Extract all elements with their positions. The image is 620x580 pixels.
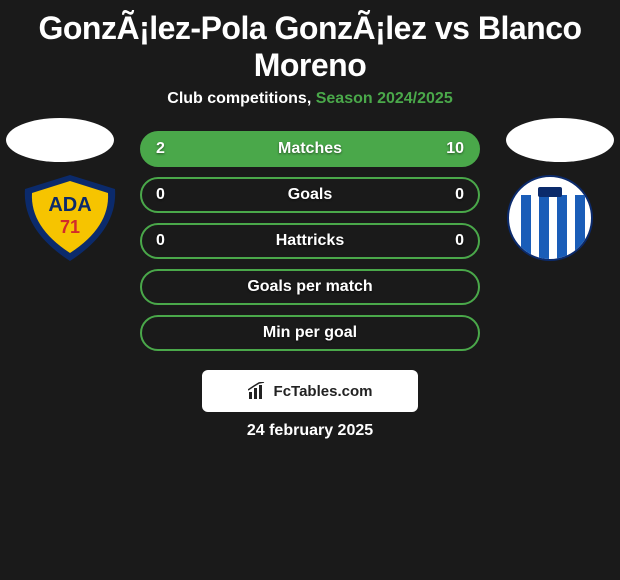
left-club-text-top: ADA [48, 194, 91, 216]
attribution-box[interactable]: FcTables.com [202, 370, 418, 412]
stat-label: Min per goal [263, 324, 357, 342]
subtitle: Club competitions, Season 2024/2025 [0, 90, 620, 126]
page-title: GonzÃ¡lez-Pola GonzÃ¡lez vs Blanco Moren… [0, 0, 620, 90]
stat-pill: 2 Matches 10 [140, 131, 480, 167]
stat-right-value: 0 [455, 232, 464, 250]
stat-pill: 0 Hattricks 0 [140, 223, 480, 259]
avatar-right [506, 118, 614, 162]
club-badge-left: ADA 71 [20, 175, 120, 261]
date: 24 february 2025 [0, 422, 620, 440]
stat-pill: Goals per match [140, 269, 480, 305]
attribution-text: FcTables.com [274, 383, 373, 400]
stat-pill: 0 Goals 0 [140, 177, 480, 213]
stat-left-value: 0 [156, 186, 165, 204]
avatar-left [6, 118, 114, 162]
stat-right-value: 0 [455, 186, 464, 204]
chart-icon [248, 382, 268, 400]
club-badge-right [500, 175, 600, 261]
stat-pill: Min per goal [140, 315, 480, 351]
subtitle-season: Season 2024/2025 [316, 90, 453, 107]
stat-label: Matches [278, 140, 342, 158]
stat-label: Hattricks [276, 232, 344, 250]
stat-label: Goals per match [247, 278, 372, 296]
left-club-text-bottom: 71 [60, 217, 80, 237]
subtitle-prefix: Club competitions, [167, 90, 315, 107]
stat-left-value: 2 [156, 140, 165, 158]
stat-left-value: 0 [156, 232, 165, 250]
stat-label: Goals [288, 186, 332, 204]
stat-right-value: 10 [446, 140, 464, 158]
